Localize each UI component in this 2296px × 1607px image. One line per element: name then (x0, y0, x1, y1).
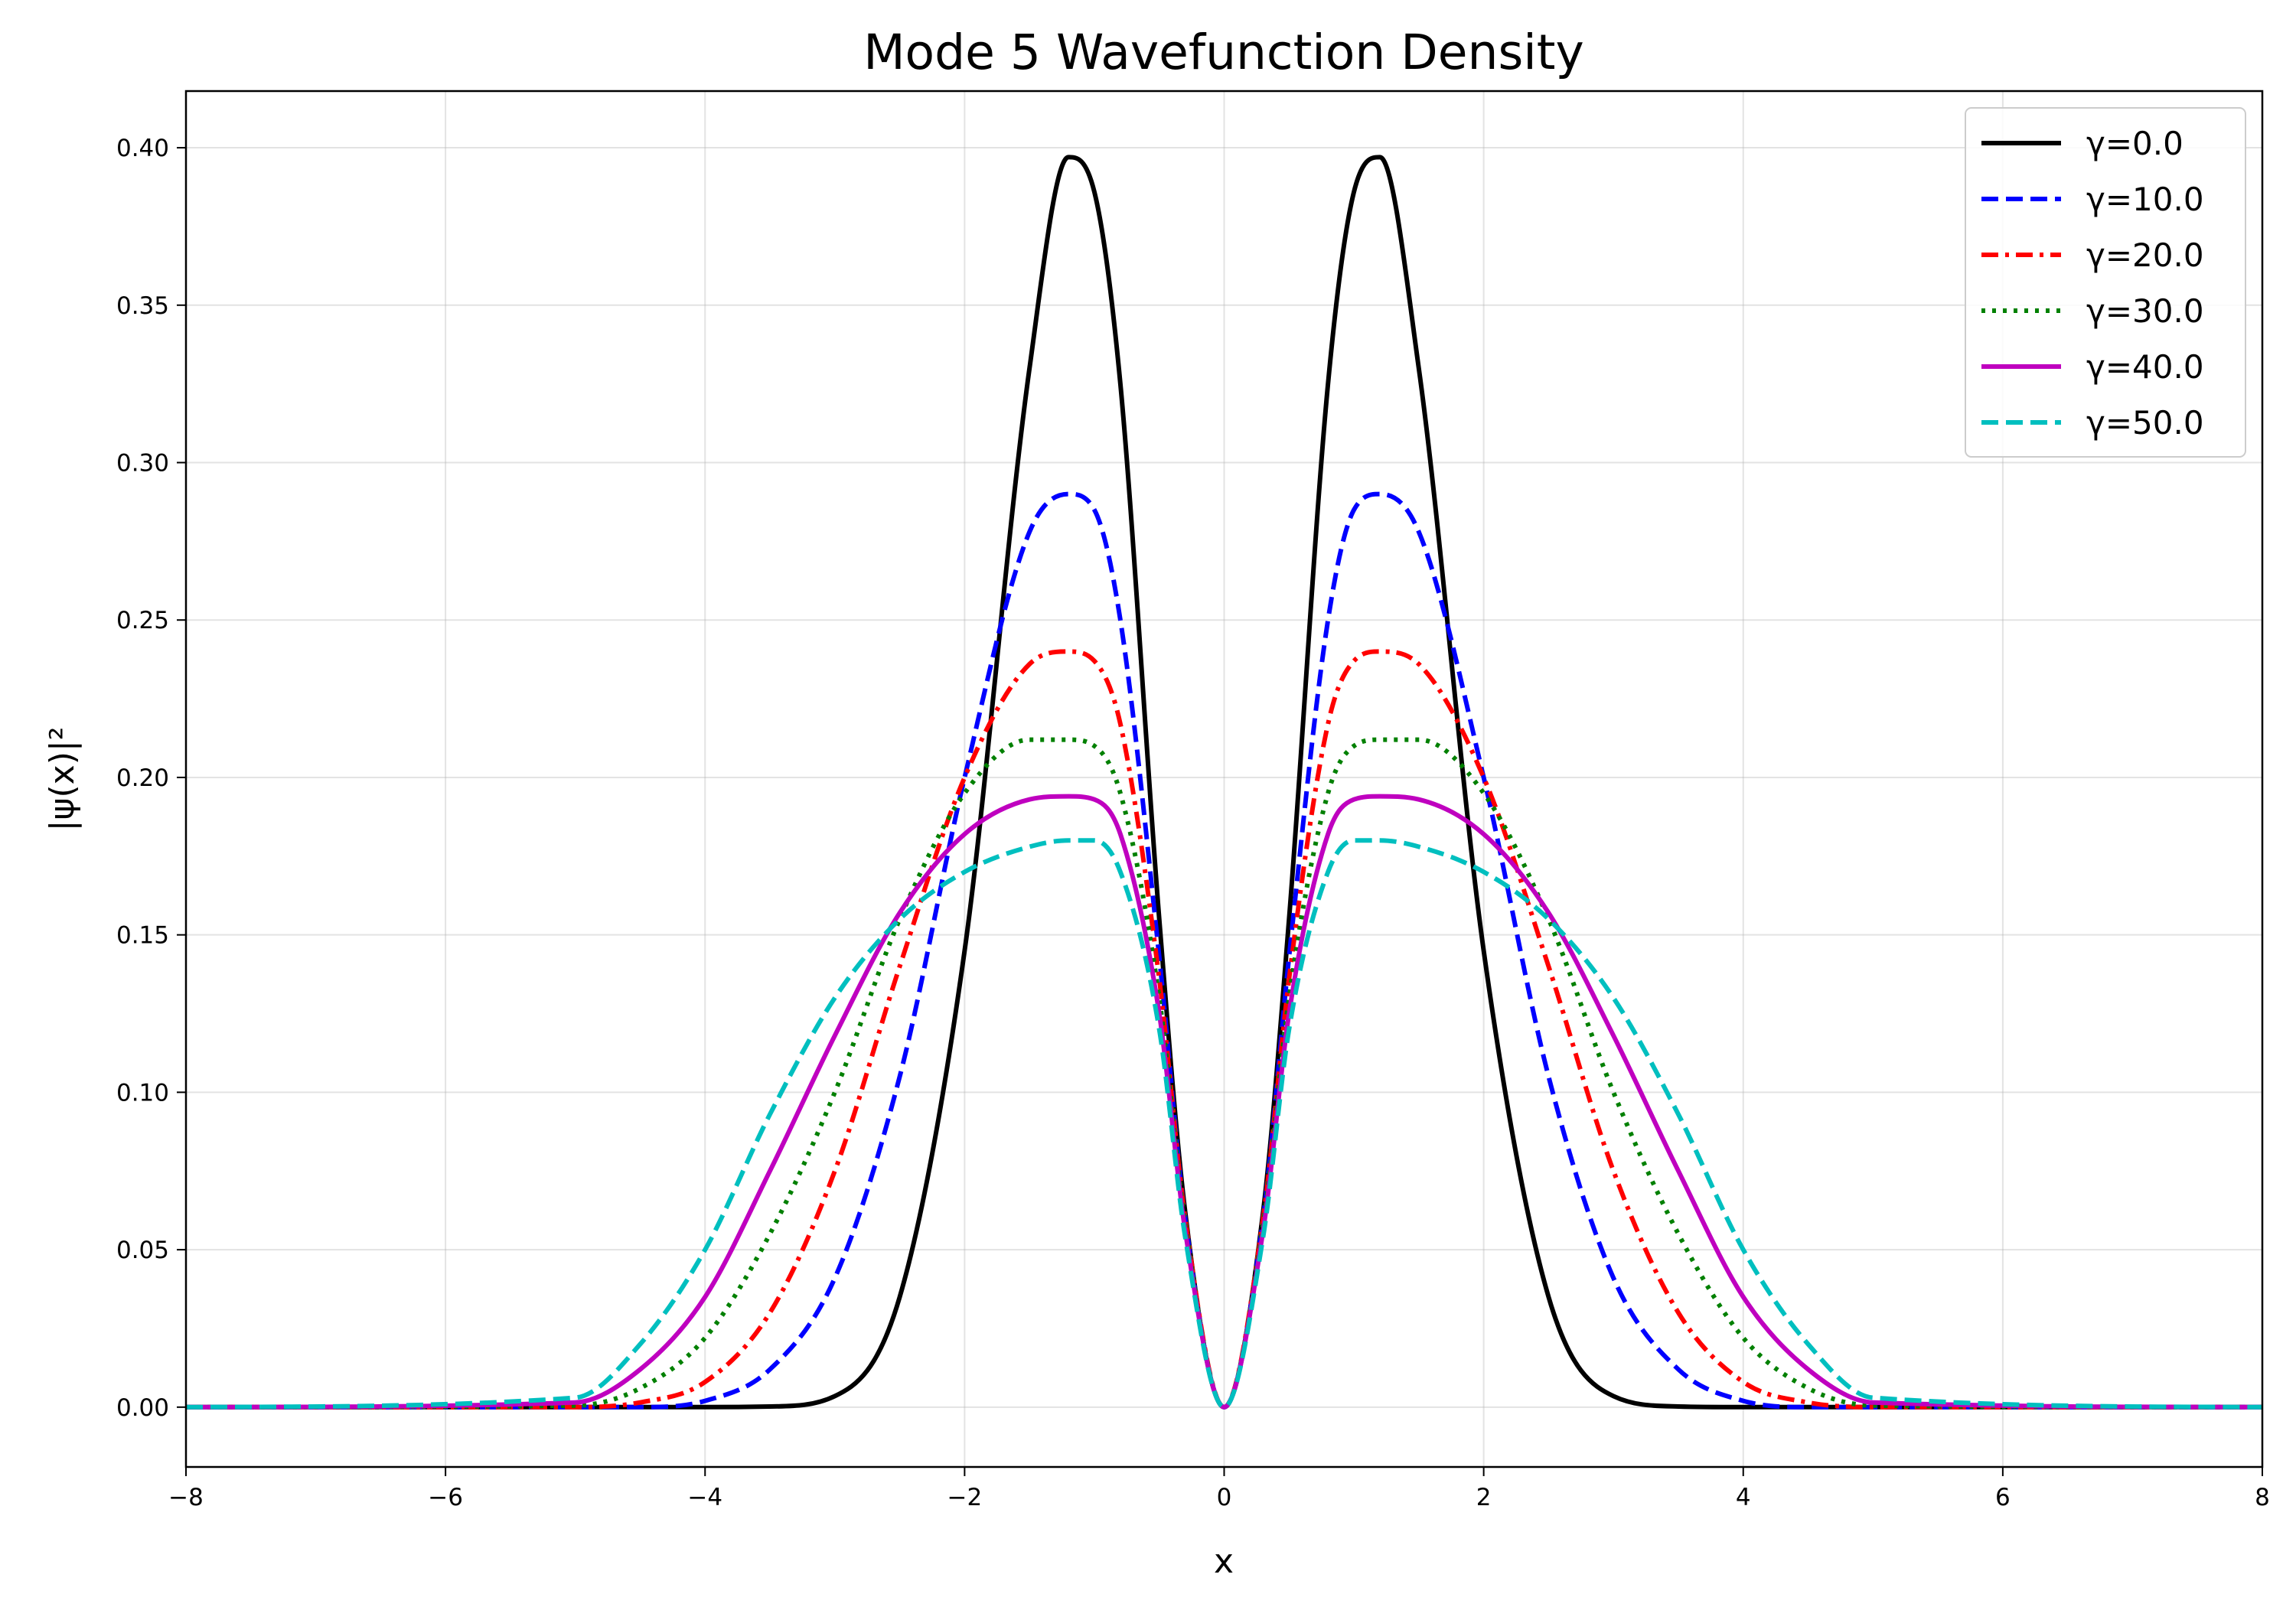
x-tick-label: −8 (168, 1484, 204, 1511)
x-tick-label: 6 (1995, 1484, 2011, 1511)
legend-label: γ=10.0 (2086, 181, 2204, 218)
y-tick-label: 0.15 (116, 922, 169, 950)
x-tick-label: 2 (1476, 1484, 1492, 1511)
y-tick-label: 0.40 (116, 135, 169, 162)
x-axis-label: x (1214, 1542, 1234, 1581)
y-tick-label: 0.30 (116, 450, 169, 478)
x-tick-label: 4 (1736, 1484, 1751, 1511)
legend-label: γ=40.0 (2086, 348, 2204, 386)
legend-label: γ=20.0 (2086, 236, 2204, 274)
y-tick-label: 0.05 (116, 1237, 169, 1264)
y-tick-label: 0.35 (116, 292, 169, 320)
x-tick-label: −6 (428, 1484, 463, 1511)
legend-label: γ=0.0 (2086, 125, 2183, 162)
y-tick-label: 0.10 (116, 1079, 169, 1107)
legend: γ=0.0 γ=10.0 γ=20.0 γ=30.0 γ=40.0 γ=50.0 (1965, 108, 2245, 457)
x-tick-label: −2 (947, 1484, 983, 1511)
y-tick-label: 0.20 (116, 764, 169, 792)
x-tick-label: 8 (2255, 1484, 2270, 1511)
y-tick-label: 0.00 (116, 1394, 169, 1422)
legend-label: γ=30.0 (2086, 292, 2204, 330)
y-tick-label: 0.25 (116, 607, 169, 634)
chart-title: Mode 5 Wavefunction Density (863, 24, 1584, 80)
y-axis-label: |ψ(x)|² (43, 727, 82, 832)
x-tick-label: −4 (687, 1484, 722, 1511)
legend-label: γ=50.0 (2086, 404, 2204, 442)
x-tick-label: 0 (1217, 1484, 1232, 1511)
